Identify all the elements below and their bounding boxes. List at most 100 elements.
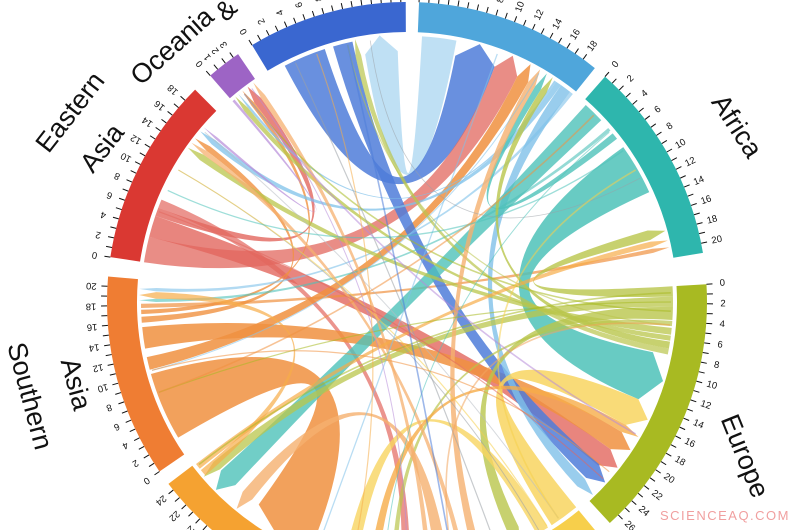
hairline-flow-20 xyxy=(346,44,448,530)
axis-tick-label-southern_asia-4: 4 xyxy=(120,439,130,451)
axis-tick-light_blue-15 xyxy=(558,37,563,44)
axis-tick-label-southern_asia-2: 2 xyxy=(130,457,140,469)
axis-tick-light_blue-7 xyxy=(486,6,489,13)
axis-tick-dark_blue-2 xyxy=(265,30,270,36)
sector-label-europe: Europe xyxy=(715,410,775,502)
axis-tick-label-oceania-0: 0 xyxy=(194,58,206,69)
ribbon-southern_asia-to-amber xyxy=(150,357,340,530)
axis-tick-label-eastern_asia-18: 18 xyxy=(165,82,180,97)
axis-tick-label-southern_asia-20: 20 xyxy=(86,280,97,292)
axis-tick-label-oceania-3: 3 xyxy=(218,39,230,50)
ribbon-light_blue-to-europe xyxy=(487,85,593,495)
axis-tick-southern_asia-4 xyxy=(133,437,140,441)
axis-tick-label-africa-20: 20 xyxy=(711,234,724,247)
axis-tick-eastern_asia-5 xyxy=(115,207,122,211)
axis-tick-label-southern_asia-8: 8 xyxy=(105,401,114,413)
axis-tick-dark_blue-0 xyxy=(248,39,253,46)
axis-tick-southern_asia-14 xyxy=(104,344,111,347)
axis-tick-africa-15 xyxy=(687,193,694,197)
axis-tick-africa-0 xyxy=(604,71,610,77)
axis-tick-label-europe-0: 0 xyxy=(719,278,725,289)
axis-tick-label-light_blue-8: 8 xyxy=(495,0,507,4)
axis-tick-label-light_blue-10: 10 xyxy=(513,0,527,14)
axis-tick-africa-7 xyxy=(650,123,657,128)
sector-label-africa: Africa xyxy=(706,89,769,164)
sector-band-africa xyxy=(585,76,703,258)
axis-tick-europe-19 xyxy=(660,461,667,466)
axis-tick-light_blue-11 xyxy=(523,19,527,26)
hairline-flow-8 xyxy=(497,169,637,519)
axis-tick-label-africa-2: 2 xyxy=(625,73,637,85)
axis-tick-africa-2 xyxy=(618,85,624,91)
axis-tick-label-light_blue-12: 12 xyxy=(532,8,546,22)
axis-tick-southern_asia-13 xyxy=(105,354,112,357)
axis-tick-europe-10 xyxy=(696,380,703,384)
sector-band-southern_asia xyxy=(106,276,185,472)
hairline-flow-14 xyxy=(387,131,610,530)
axis-tick-amber-21 xyxy=(188,511,194,517)
axis-tick-africa-8 xyxy=(656,131,662,136)
axis-tick-dark_blue-11 xyxy=(350,1,353,8)
axis-tick-label-dark_blue-8: 8 xyxy=(313,0,325,3)
axis-tick-light_blue-12 xyxy=(532,23,536,30)
hairline-flow-11 xyxy=(323,53,498,530)
ribbon-eastern_asia-to-oceania xyxy=(155,86,315,242)
axis-tick-europe-13 xyxy=(687,408,694,412)
axis-tick-label-eastern_asia-2: 2 xyxy=(95,229,103,241)
axis-tick-light_blue-4 xyxy=(457,0,460,7)
axis-tick-dark_blue-13 xyxy=(370,0,373,5)
axis-tick-eastern_asia-9 xyxy=(130,170,137,174)
sector-label-oceania: Oceania xyxy=(125,1,221,91)
axis-tick-dark_blue-9 xyxy=(331,5,334,12)
ribbon-light_blue-to-dark_blue xyxy=(365,35,457,175)
axis-tick-southern_asia-0 xyxy=(154,471,160,476)
axis-tick-label-africa-10: 10 xyxy=(673,137,688,152)
axis-tick-label-eastern_asia-6: 6 xyxy=(105,189,114,201)
axis-tick-dark_blue-14 xyxy=(380,0,382,4)
axis-tick-eastern_asia-12 xyxy=(144,143,151,148)
axis-tick-label-light_blue-16: 16 xyxy=(568,27,583,42)
axis-tick-dark_blue-1 xyxy=(257,34,261,41)
hairline-flow-5 xyxy=(158,301,672,393)
axis-tick-africa-4 xyxy=(632,99,638,105)
axis-tick-label-europe-16: 16 xyxy=(683,436,697,451)
axis-tick-africa-12 xyxy=(675,166,682,170)
axis-tick-southern_asia-8 xyxy=(118,401,125,405)
ribbon-yellow-to-amber xyxy=(351,419,549,530)
sector-band-light_blue xyxy=(417,2,595,92)
sector-band-yellow xyxy=(551,510,595,530)
axis-tick-eastern_asia-15 xyxy=(161,118,167,124)
axis-tick-eastern_asia-14 xyxy=(155,127,161,132)
axis-tick-eastern_asia-6 xyxy=(118,197,125,201)
axis-tick-amber-23 xyxy=(174,497,180,502)
ribbon-europe-to-africa xyxy=(533,230,673,298)
hairline-flow-2 xyxy=(204,131,559,519)
axis-tick-dark_blue-5 xyxy=(293,17,297,24)
axis-tick-africa-6 xyxy=(644,115,651,120)
axis-tick-label-europe-8: 8 xyxy=(713,359,720,371)
axis-tick-eastern_asia-11 xyxy=(139,152,146,157)
hairline-flow-15 xyxy=(243,93,637,435)
axis-tick-label-amber-24: 24 xyxy=(153,493,168,508)
axis-tick-label-europe-20: 20 xyxy=(662,471,677,486)
sector-band-amber xyxy=(168,465,263,530)
hairline-flow-13 xyxy=(167,150,624,239)
axis-tick-light_blue-6 xyxy=(476,4,480,11)
axis-tick-oceania-3 xyxy=(229,52,234,58)
axis-tick-europe-18 xyxy=(665,452,672,457)
ribbon-dark_blue-to-light_blue xyxy=(284,44,495,185)
sector-band-oceania xyxy=(210,54,255,99)
axis-tick-europe-16 xyxy=(675,435,682,440)
axis-tick-africa-10 xyxy=(666,148,673,153)
hairline-flow-1 xyxy=(294,62,491,530)
axis-tick-label-africa-18: 18 xyxy=(706,213,719,226)
hairline-flow-17 xyxy=(158,114,595,394)
axis-tick-label-eastern_asia-16: 16 xyxy=(152,98,167,113)
axis-tick-label-dark_blue-2: 2 xyxy=(256,16,268,26)
axis-tick-amber-19 xyxy=(202,525,208,530)
ribbons-layer xyxy=(139,35,674,530)
axis-tick-label-eastern_asia-4: 4 xyxy=(99,209,107,221)
axis-tick-label-eastern_asia-8: 8 xyxy=(113,170,122,182)
sector-bands-layer xyxy=(106,2,707,530)
axis-tick-southern_asia-12 xyxy=(107,363,114,366)
